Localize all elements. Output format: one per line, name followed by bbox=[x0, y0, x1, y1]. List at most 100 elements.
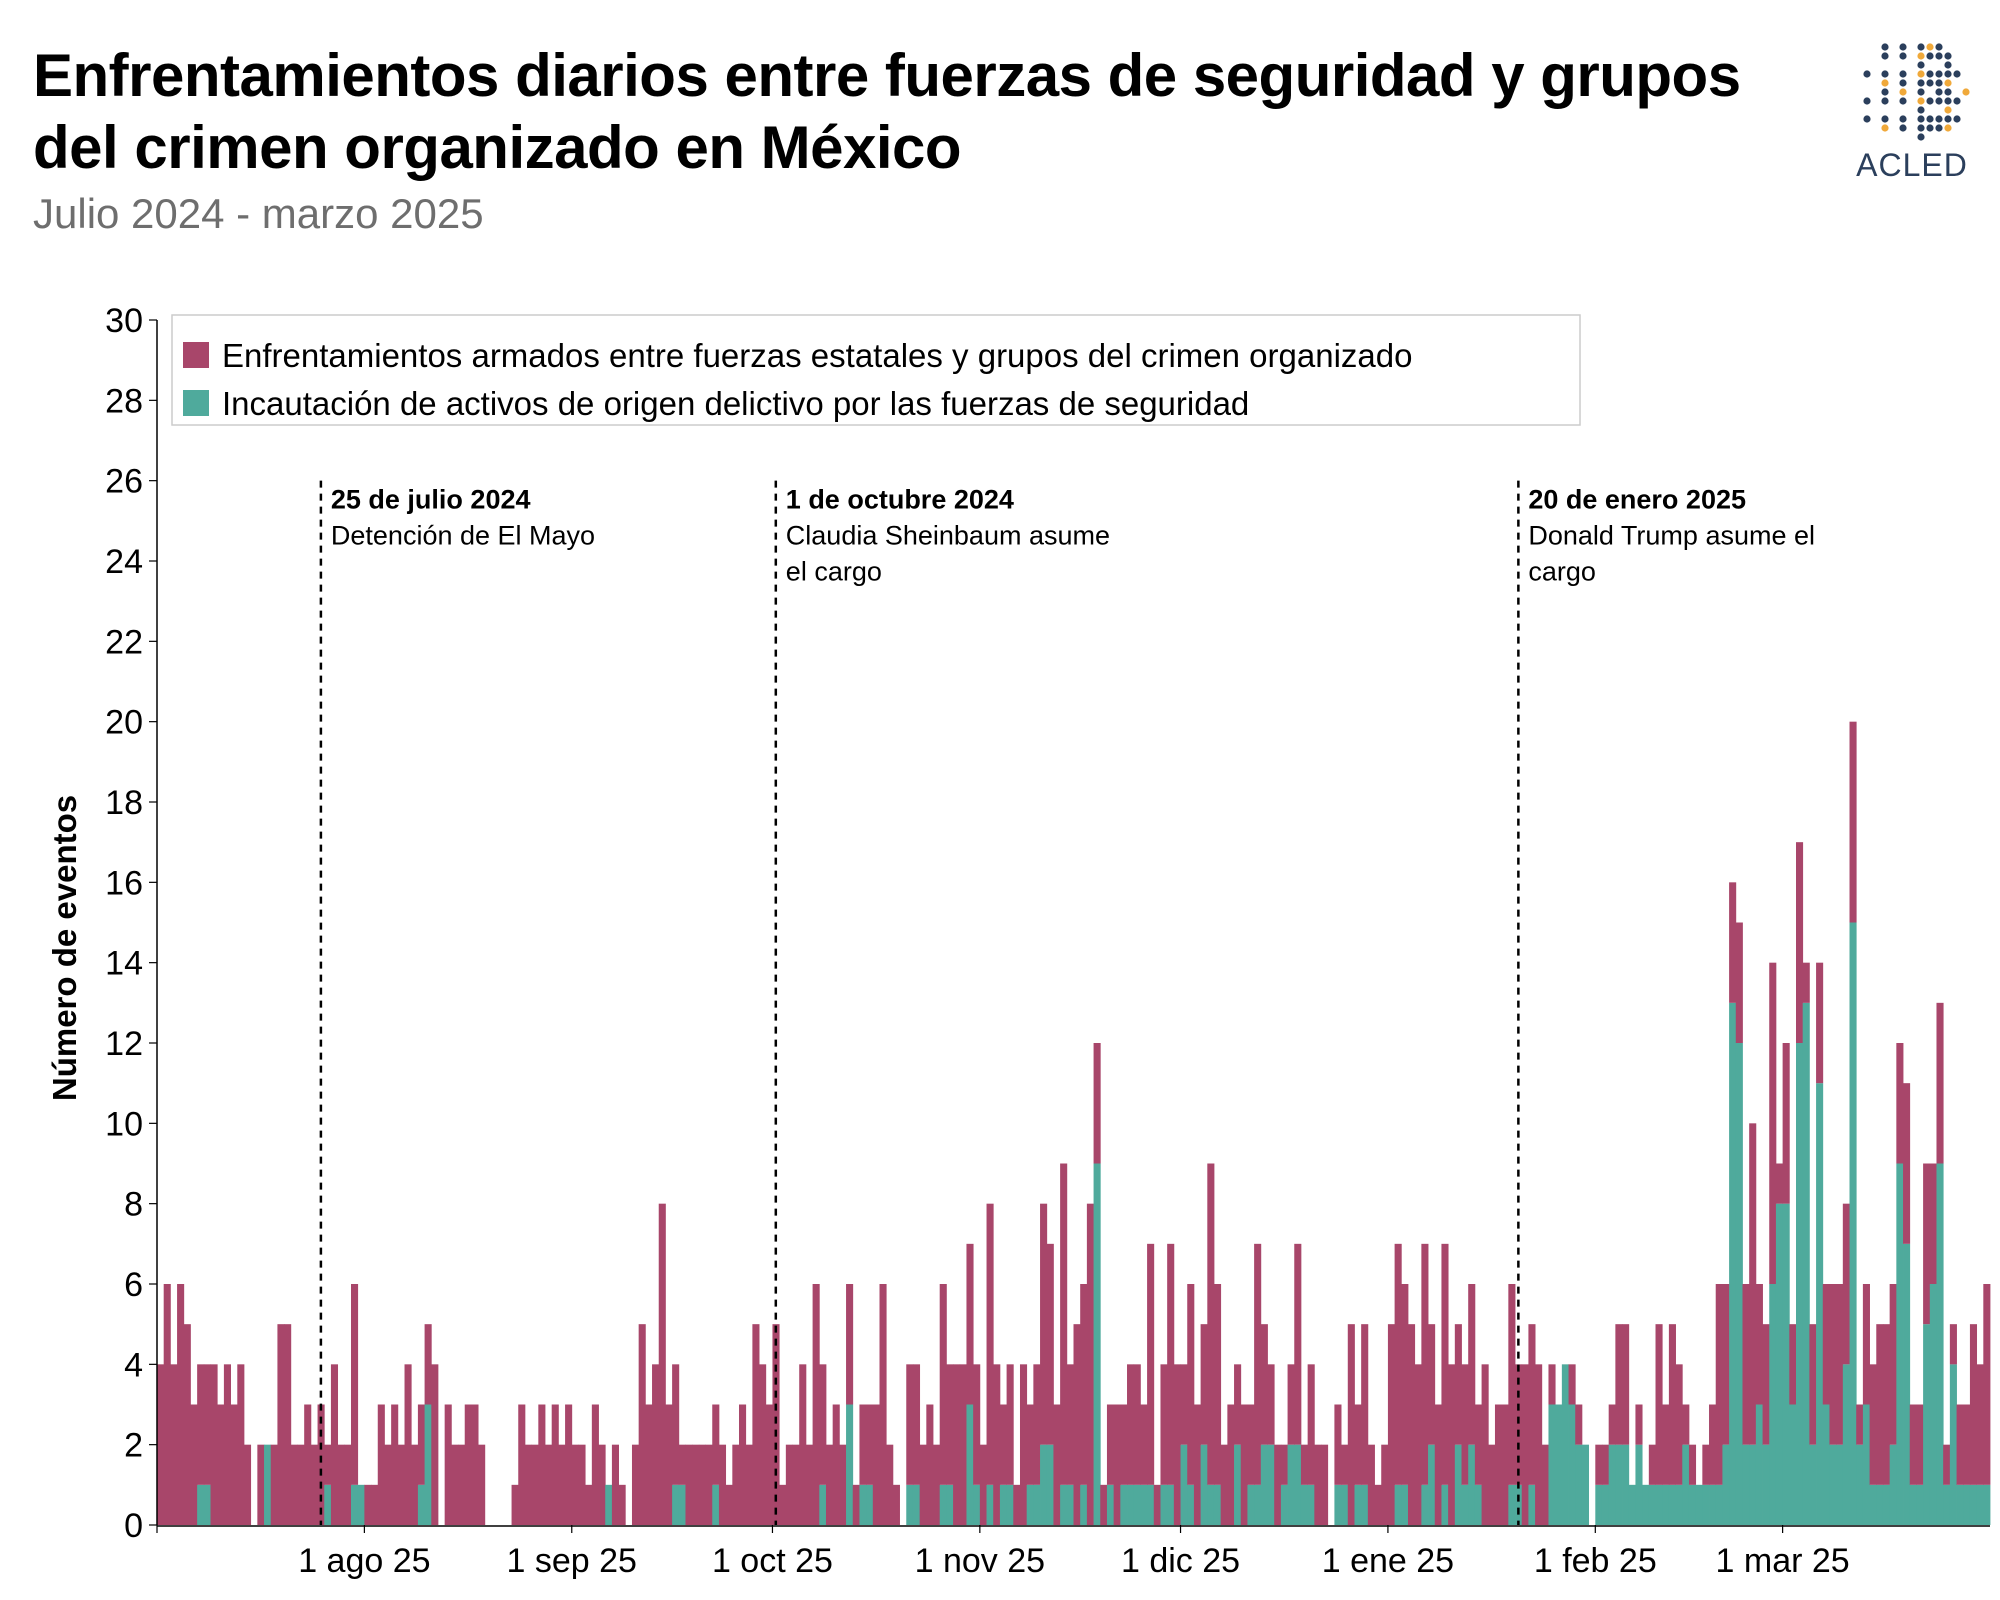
bar-armed bbox=[1180, 1364, 1188, 1445]
bar-armed bbox=[1474, 1404, 1482, 1485]
bar-seizure bbox=[1213, 1484, 1222, 1525]
bar-armed bbox=[1414, 1364, 1422, 1525]
bar-armed bbox=[1909, 1404, 1917, 1485]
logo-dot bbox=[1917, 61, 1925, 69]
bar-seizure bbox=[1876, 1484, 1884, 1525]
bar-armed bbox=[1287, 1364, 1295, 1445]
bar-seizure bbox=[712, 1484, 720, 1525]
x-tick-label: 1 ago 25 bbox=[298, 1542, 430, 1580]
x-tick-label: 1 oct 25 bbox=[712, 1542, 833, 1580]
bar-armed bbox=[799, 1364, 807, 1525]
bar-armed bbox=[638, 1324, 646, 1525]
bar-seizure bbox=[1200, 1444, 1208, 1525]
logo-dot bbox=[1926, 97, 1934, 105]
bar-armed bbox=[177, 1284, 185, 1525]
bar-armed bbox=[1033, 1364, 1041, 1485]
bar-armed bbox=[973, 1364, 981, 1485]
bar-armed bbox=[779, 1484, 787, 1525]
bar-armed bbox=[1260, 1324, 1268, 1445]
bar-armed bbox=[812, 1284, 820, 1525]
bar-armed bbox=[1227, 1404, 1235, 1525]
bar-armed bbox=[1354, 1404, 1362, 1485]
bar-armed bbox=[946, 1364, 954, 1485]
bar-armed bbox=[692, 1444, 700, 1525]
bar-armed bbox=[337, 1444, 345, 1525]
bar-seizure bbox=[999, 1484, 1007, 1525]
bar-seizure bbox=[1856, 1444, 1864, 1525]
bar-armed bbox=[678, 1444, 686, 1485]
logo-dot bbox=[1863, 115, 1871, 123]
legend-box bbox=[171, 314, 1581, 426]
bar-armed bbox=[1856, 1404, 1864, 1445]
bar-seizure bbox=[1642, 1484, 1650, 1525]
bar-seizure bbox=[1006, 1484, 1014, 1525]
bar-armed bbox=[1013, 1484, 1021, 1525]
bar-seizure bbox=[1782, 1203, 1790, 1525]
bar-armed bbox=[1742, 1284, 1750, 1445]
bar-armed bbox=[866, 1404, 874, 1485]
logo-dot bbox=[1935, 70, 1943, 78]
logo-dot bbox=[1917, 133, 1925, 141]
logo-dot bbox=[1899, 88, 1907, 96]
bar-armed bbox=[545, 1444, 553, 1525]
bar-armed bbox=[1963, 1404, 1971, 1485]
bar-armed bbox=[1100, 1484, 1108, 1525]
bar-armed bbox=[1247, 1404, 1255, 1485]
bar-armed bbox=[1140, 1404, 1148, 1485]
bar-seizure bbox=[1923, 1324, 1931, 1525]
bar-seizure bbox=[1896, 1163, 1904, 1525]
logo-dot bbox=[1917, 88, 1925, 96]
bar-armed bbox=[183, 1324, 191, 1525]
bar-armed bbox=[1494, 1404, 1503, 1525]
y-tick-label: 30 bbox=[105, 302, 143, 340]
bar-seizure bbox=[1601, 1484, 1610, 1525]
bar-seizure bbox=[1341, 1484, 1349, 1525]
x-tick-label: 1 feb 25 bbox=[1534, 1542, 1657, 1580]
annotations-layer: 25 de julio 2024 Detención de El Mayo 1 de… bbox=[319, 480, 1815, 1525]
bar-armed bbox=[999, 1404, 1007, 1485]
logo-dot bbox=[1881, 70, 1889, 78]
bar-seizure bbox=[866, 1484, 874, 1525]
bar-armed bbox=[290, 1444, 298, 1525]
legend-swatch bbox=[183, 342, 209, 368]
bar-armed bbox=[1675, 1364, 1683, 1485]
bar-seizure bbox=[1555, 1404, 1563, 1525]
bar-seizure bbox=[1829, 1444, 1837, 1525]
bar-seizure bbox=[1575, 1444, 1583, 1525]
event-description: cargo bbox=[1528, 557, 1596, 587]
bar-armed bbox=[792, 1444, 800, 1525]
bar-armed bbox=[1314, 1444, 1322, 1525]
acled-logo: ACLED bbox=[1856, 43, 1970, 183]
bar-armed bbox=[217, 1404, 225, 1525]
bar-armed bbox=[745, 1444, 753, 1525]
bar-seizure bbox=[1749, 1444, 1757, 1525]
bar-armed bbox=[1294, 1243, 1302, 1445]
bar-seizure bbox=[1207, 1484, 1215, 1525]
bar-armed bbox=[1280, 1444, 1288, 1485]
bar-seizure bbox=[1976, 1484, 1984, 1525]
bar-seizure bbox=[1662, 1484, 1670, 1525]
bar-armed bbox=[1809, 1324, 1817, 1445]
y-tick-label: 10 bbox=[105, 1105, 143, 1143]
bar-armed bbox=[1916, 1404, 1924, 1485]
bar-armed bbox=[1936, 1002, 1944, 1164]
bar-armed bbox=[1300, 1444, 1309, 1485]
bar-seizure bbox=[906, 1484, 914, 1525]
logo-dot bbox=[1917, 43, 1925, 51]
bar-armed bbox=[1367, 1444, 1375, 1525]
logo-dot bbox=[1926, 115, 1934, 123]
bar-armed bbox=[926, 1404, 934, 1525]
bar-seizure bbox=[424, 1404, 432, 1525]
bar-armed bbox=[1160, 1364, 1168, 1485]
event-title: 25 de julio 2024 bbox=[331, 485, 531, 515]
bar-seizure bbox=[1796, 1043, 1804, 1525]
bar-seizure bbox=[1836, 1444, 1844, 1525]
bar-seizure bbox=[1247, 1484, 1255, 1525]
bar-seizure bbox=[605, 1484, 613, 1525]
bar-armed bbox=[578, 1444, 586, 1525]
bar-armed bbox=[1147, 1243, 1155, 1485]
bar-seizure bbox=[1046, 1444, 1054, 1525]
bar-seizure bbox=[678, 1484, 686, 1525]
bar-seizure bbox=[1969, 1484, 1978, 1525]
